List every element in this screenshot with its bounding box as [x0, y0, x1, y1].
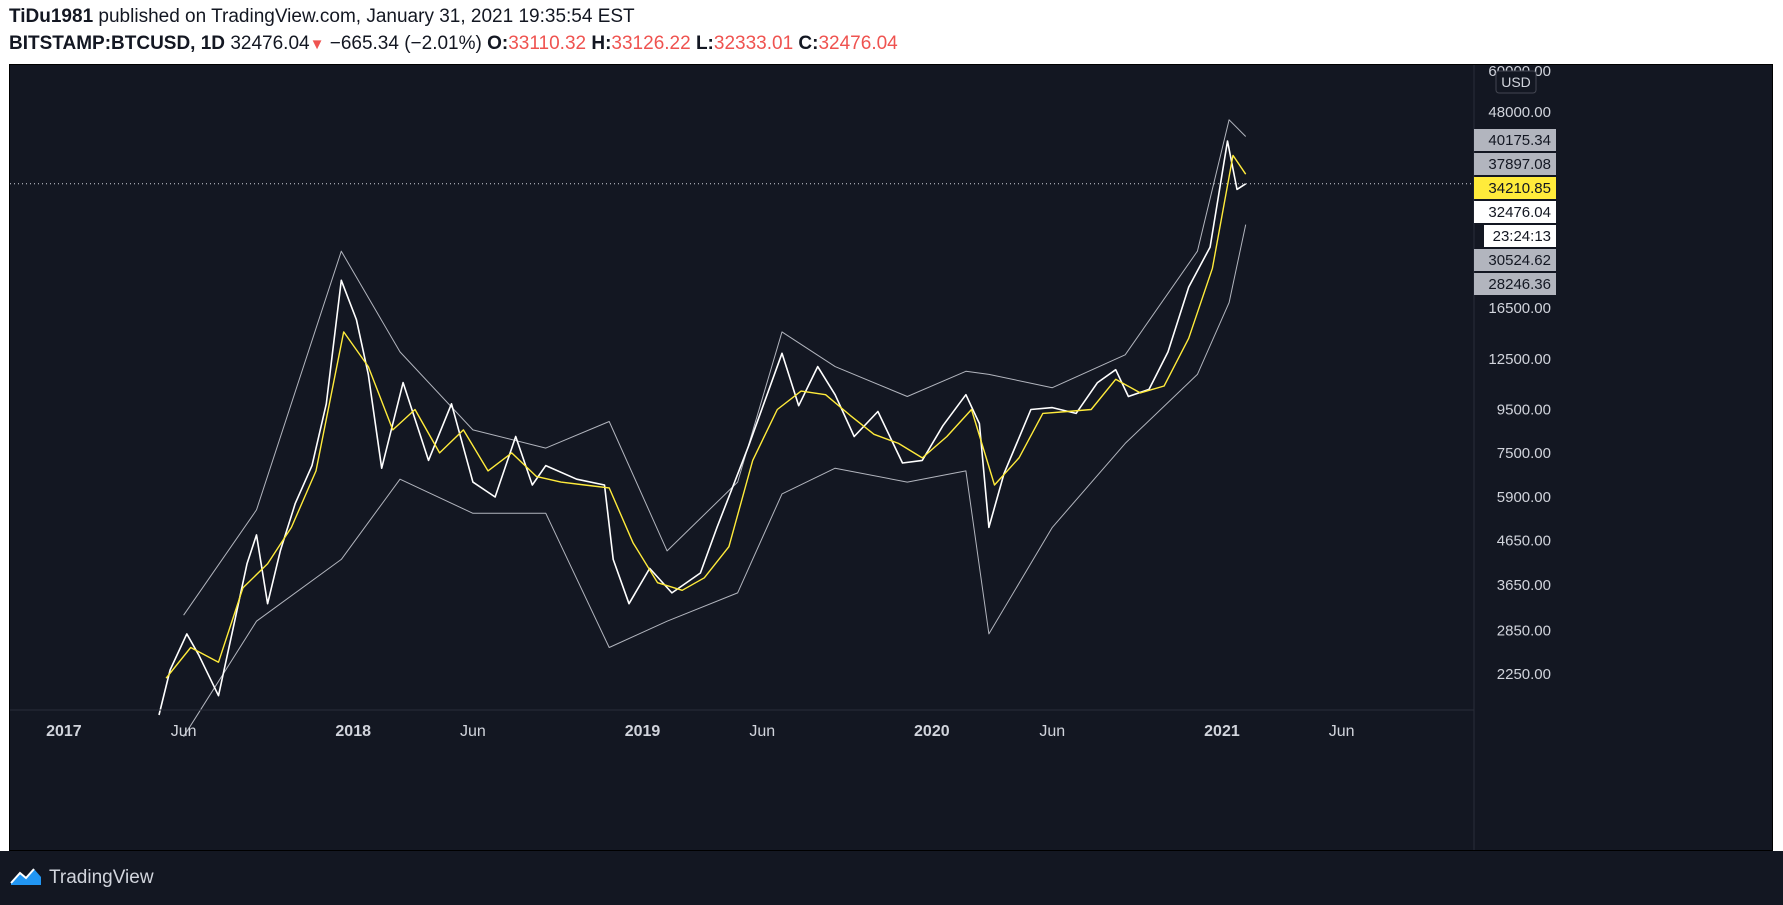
- price-badge: [1474, 153, 1556, 175]
- symbol-label[interactable]: BITSTAMP:BTCUSD, 1D: [9, 33, 226, 54]
- time-tick-label: Jun: [171, 723, 197, 740]
- close-value: 32476.04: [818, 33, 898, 54]
- price-chart[interactable]: 60000.0048000.0016500.0012500.009500.007…: [10, 63, 1772, 850]
- time-tick-label: Jun: [749, 723, 775, 740]
- time-tick-label: 2021: [1204, 723, 1240, 740]
- price-tick-label: 16500.00: [1488, 300, 1551, 317]
- footer: TradingView: [0, 851, 1783, 905]
- time-tick-label: Jun: [1329, 723, 1355, 740]
- down-arrow-icon: ▼: [309, 36, 325, 53]
- price-label: 34210.85: [1488, 180, 1551, 197]
- chart-frame: 60000.0048000.0016500.0012500.009500.007…: [9, 63, 1773, 851]
- last-price: 32476.04: [230, 33, 310, 54]
- currency-badge[interactable]: USD: [1495, 70, 1537, 94]
- time-axis[interactable]: 2017 Jun 2018 Jun 2019 Jun 2020 Jun 2021 Jun: [46, 723, 1354, 740]
- high-value: 33126.22: [611, 33, 691, 54]
- series-layer: [10, 119, 1474, 737]
- price-tick-label: 4650.00: [1497, 533, 1551, 550]
- low-value: 32333.01: [713, 33, 794, 54]
- price-badge: [1474, 273, 1556, 295]
- ohlc-legend: BITSTAMP:BTCUSD, 1D 32476.04▼ −665.34 (−…: [9, 33, 898, 55]
- envelope-band-line: [183, 224, 1247, 737]
- time-tick-label: 2017: [46, 723, 82, 740]
- price-badge: [1474, 249, 1556, 271]
- envelope-band-line: [183, 119, 1247, 616]
- price-tick-label: 48000.00: [1488, 104, 1551, 121]
- price-tick-label: 12500.00: [1488, 351, 1551, 368]
- low-label: L:: [695, 33, 714, 54]
- price-axis[interactable]: 60000.0048000.0016500.0012500.009500.007…: [1488, 63, 1551, 683]
- moving-average-line: [165, 154, 1247, 679]
- price-tick-label: 5900.00: [1497, 489, 1551, 506]
- brand-name[interactable]: TradingView: [49, 867, 154, 888]
- price-tick-label: 2250.00: [1497, 666, 1551, 683]
- price-tick-label: 9500.00: [1497, 402, 1551, 419]
- author-name[interactable]: TiDu1981: [9, 6, 94, 27]
- price-change: −665.34 (−2.01%): [329, 33, 482, 54]
- price-labels: 40175.34 37897.08 34210.85 32476.04 23:24:13…: [1474, 129, 1556, 295]
- countdown-label: 23:24:13: [1493, 228, 1551, 245]
- high-label: H:: [591, 33, 612, 54]
- price-badge: [1474, 201, 1556, 223]
- time-tick-label: Jun: [1039, 723, 1065, 740]
- open-value: 33110.32: [508, 33, 587, 54]
- countdown-badge: [1484, 225, 1556, 247]
- tradingview-logo-icon: [10, 868, 41, 885]
- price-label: 40175.34: [1488, 132, 1551, 149]
- time-tick-label: Jun: [460, 723, 486, 740]
- price-label: 37897.08: [1488, 156, 1551, 173]
- time-tick-label: 2018: [335, 723, 371, 740]
- currency-label: USD: [1501, 74, 1531, 90]
- price-badge: [1474, 177, 1556, 199]
- price-tick-label: 2850.00: [1497, 623, 1551, 640]
- price-badge: [1474, 129, 1556, 151]
- chart-header: TiDu1981 published on TradingView.com, J…: [0, 0, 1783, 64]
- price-tick-label: 3650.00: [1497, 577, 1551, 594]
- time-tick-label: 2020: [914, 723, 950, 740]
- close-label: C:: [798, 33, 819, 54]
- price-label: 28246.36: [1488, 276, 1551, 293]
- time-tick-label: 2019: [625, 723, 661, 740]
- price-line: [158, 140, 1247, 716]
- open-label: O:: [487, 33, 509, 54]
- price-label: 30524.62: [1488, 252, 1551, 269]
- publish-info: published on TradingView.com, January 31…: [98, 6, 635, 27]
- price-tick-label: 7500.00: [1497, 445, 1551, 462]
- price-label: 32476.04: [1488, 204, 1551, 221]
- publish-line: TiDu1981 published on TradingView.com, J…: [9, 6, 635, 28]
